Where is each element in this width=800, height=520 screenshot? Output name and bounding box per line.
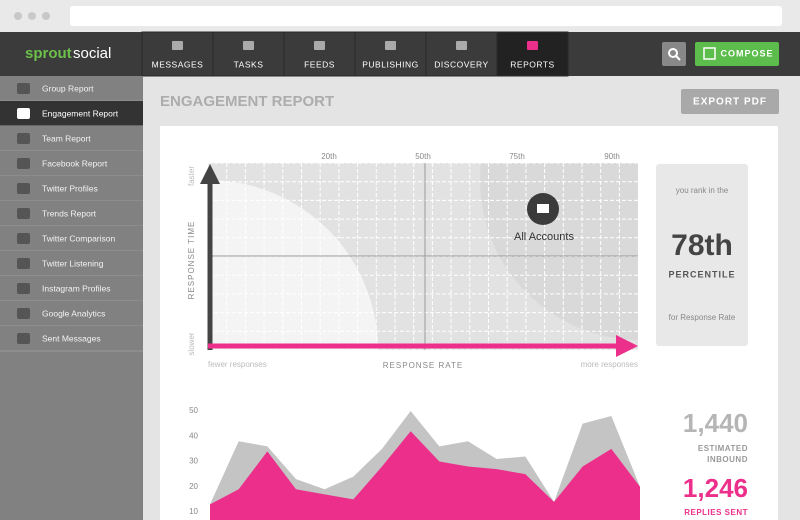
rank-unit: PERCENTILE xyxy=(668,269,735,279)
area xyxy=(210,431,640,520)
sidebar-label[interactable]: Instagram Profiles xyxy=(42,283,111,293)
nav-label[interactable]: PUBLISHING xyxy=(362,59,419,69)
search-icon xyxy=(675,55,681,61)
compose-label[interactable]: COMPOSE xyxy=(720,48,773,58)
nav-label[interactable]: REPORTS xyxy=(510,59,554,69)
nav-icon xyxy=(527,41,538,50)
sidebar-label[interactable]: Trends Report xyxy=(42,208,97,218)
sidebar-icon xyxy=(17,158,30,169)
sidebar-label[interactable]: Google Analytics xyxy=(42,308,105,318)
y-tick-label: 10 xyxy=(189,507,198,516)
nav-label[interactable]: TASKS xyxy=(234,59,264,69)
percentile-label: 75th xyxy=(509,152,525,161)
sidebar-icon xyxy=(17,133,30,144)
search-button[interactable] xyxy=(662,42,686,66)
nav-item[interactable] xyxy=(496,31,569,77)
point-label: All Accounts xyxy=(514,231,574,243)
rank-box xyxy=(656,164,748,346)
logo: social xyxy=(73,45,111,62)
percentile-label: 20th xyxy=(321,152,337,161)
sidebar-icon xyxy=(17,183,30,194)
window-dot xyxy=(28,12,36,20)
zone xyxy=(480,163,638,340)
sidebar-label[interactable]: Twitter Listening xyxy=(42,258,104,268)
sidebar-icon xyxy=(17,83,30,94)
sidebar-icon xyxy=(17,233,30,244)
x-arrow-head xyxy=(616,335,638,357)
x-right-label: more responses xyxy=(581,360,638,369)
window-dot xyxy=(42,12,50,20)
nav-item[interactable] xyxy=(141,31,214,77)
y-tick-label: 40 xyxy=(189,431,198,440)
account-icon xyxy=(537,204,549,213)
sidebar-icon xyxy=(17,283,30,294)
sidebar-label[interactable]: Group Report xyxy=(42,83,94,93)
nav-label[interactable]: DISCOVERY xyxy=(434,59,488,69)
y-top-label: faster xyxy=(187,166,196,186)
stat-value: 1,246 xyxy=(683,473,748,503)
stat-label: REPLIES SENT xyxy=(684,508,748,517)
export-label[interactable]: EXPORT PDF xyxy=(693,97,767,108)
nav-label[interactable]: MESSAGES xyxy=(152,59,204,69)
sidebar-icon xyxy=(17,333,30,344)
sidebar-icon xyxy=(17,258,30,269)
sidebar-label[interactable]: Twitter Comparison xyxy=(42,233,115,243)
nav-item[interactable] xyxy=(425,31,498,77)
nav-icon xyxy=(172,41,183,50)
y-axis-label: RESPONSE TIME xyxy=(187,221,196,300)
nav-icon xyxy=(243,41,254,50)
rank-value: 78th xyxy=(671,229,733,262)
rank-intro: you rank in the xyxy=(676,186,729,195)
nav-item[interactable] xyxy=(283,31,356,77)
export-button[interactable] xyxy=(681,89,779,114)
y-bottom-label: slower xyxy=(187,332,196,355)
percentile-label: 90th xyxy=(604,152,620,161)
stat-label: ESTIMATED INBOUND xyxy=(697,444,748,464)
y-arrow-head xyxy=(200,164,220,184)
x-left-label: fewer responses xyxy=(208,360,267,369)
compose-icon xyxy=(703,47,716,60)
rank-note: for Response Rate xyxy=(669,313,736,322)
zone xyxy=(208,180,378,350)
x-axis-label: RESPONSE RATE xyxy=(383,361,463,370)
sidebar-label[interactable]: Team Report xyxy=(42,133,91,143)
y-tick-label: 30 xyxy=(189,457,198,466)
sidebar-label[interactable]: Facebook Report xyxy=(42,158,108,168)
y-tick-label: 50 xyxy=(189,406,198,415)
address-bar[interactable] xyxy=(70,6,782,26)
logo: sprout xyxy=(25,45,72,62)
compose-button[interactable] xyxy=(695,42,779,66)
nav-icon xyxy=(456,41,467,50)
sidebar-label[interactable]: Sent Messages xyxy=(42,333,101,343)
nav-item[interactable] xyxy=(212,31,285,77)
window-dot xyxy=(14,12,22,20)
page-title: ENGAGEMENT REPORT xyxy=(160,93,334,110)
sidebar-icon xyxy=(17,108,30,119)
sidebar-label[interactable]: Twitter Profiles xyxy=(42,183,98,193)
nav-label[interactable]: FEEDS xyxy=(304,59,335,69)
sidebar-icon xyxy=(17,208,30,219)
stat-value: 1,440 xyxy=(683,408,748,438)
sidebar-label[interactable]: Engagement Report xyxy=(42,108,119,118)
nav-icon xyxy=(314,41,325,50)
sidebar-icon xyxy=(17,308,30,319)
percentile-label: 50th xyxy=(415,152,431,161)
search-icon xyxy=(668,48,678,58)
y-tick-label: 20 xyxy=(189,482,198,491)
nav-item[interactable] xyxy=(354,31,427,77)
nav-icon xyxy=(385,41,396,50)
